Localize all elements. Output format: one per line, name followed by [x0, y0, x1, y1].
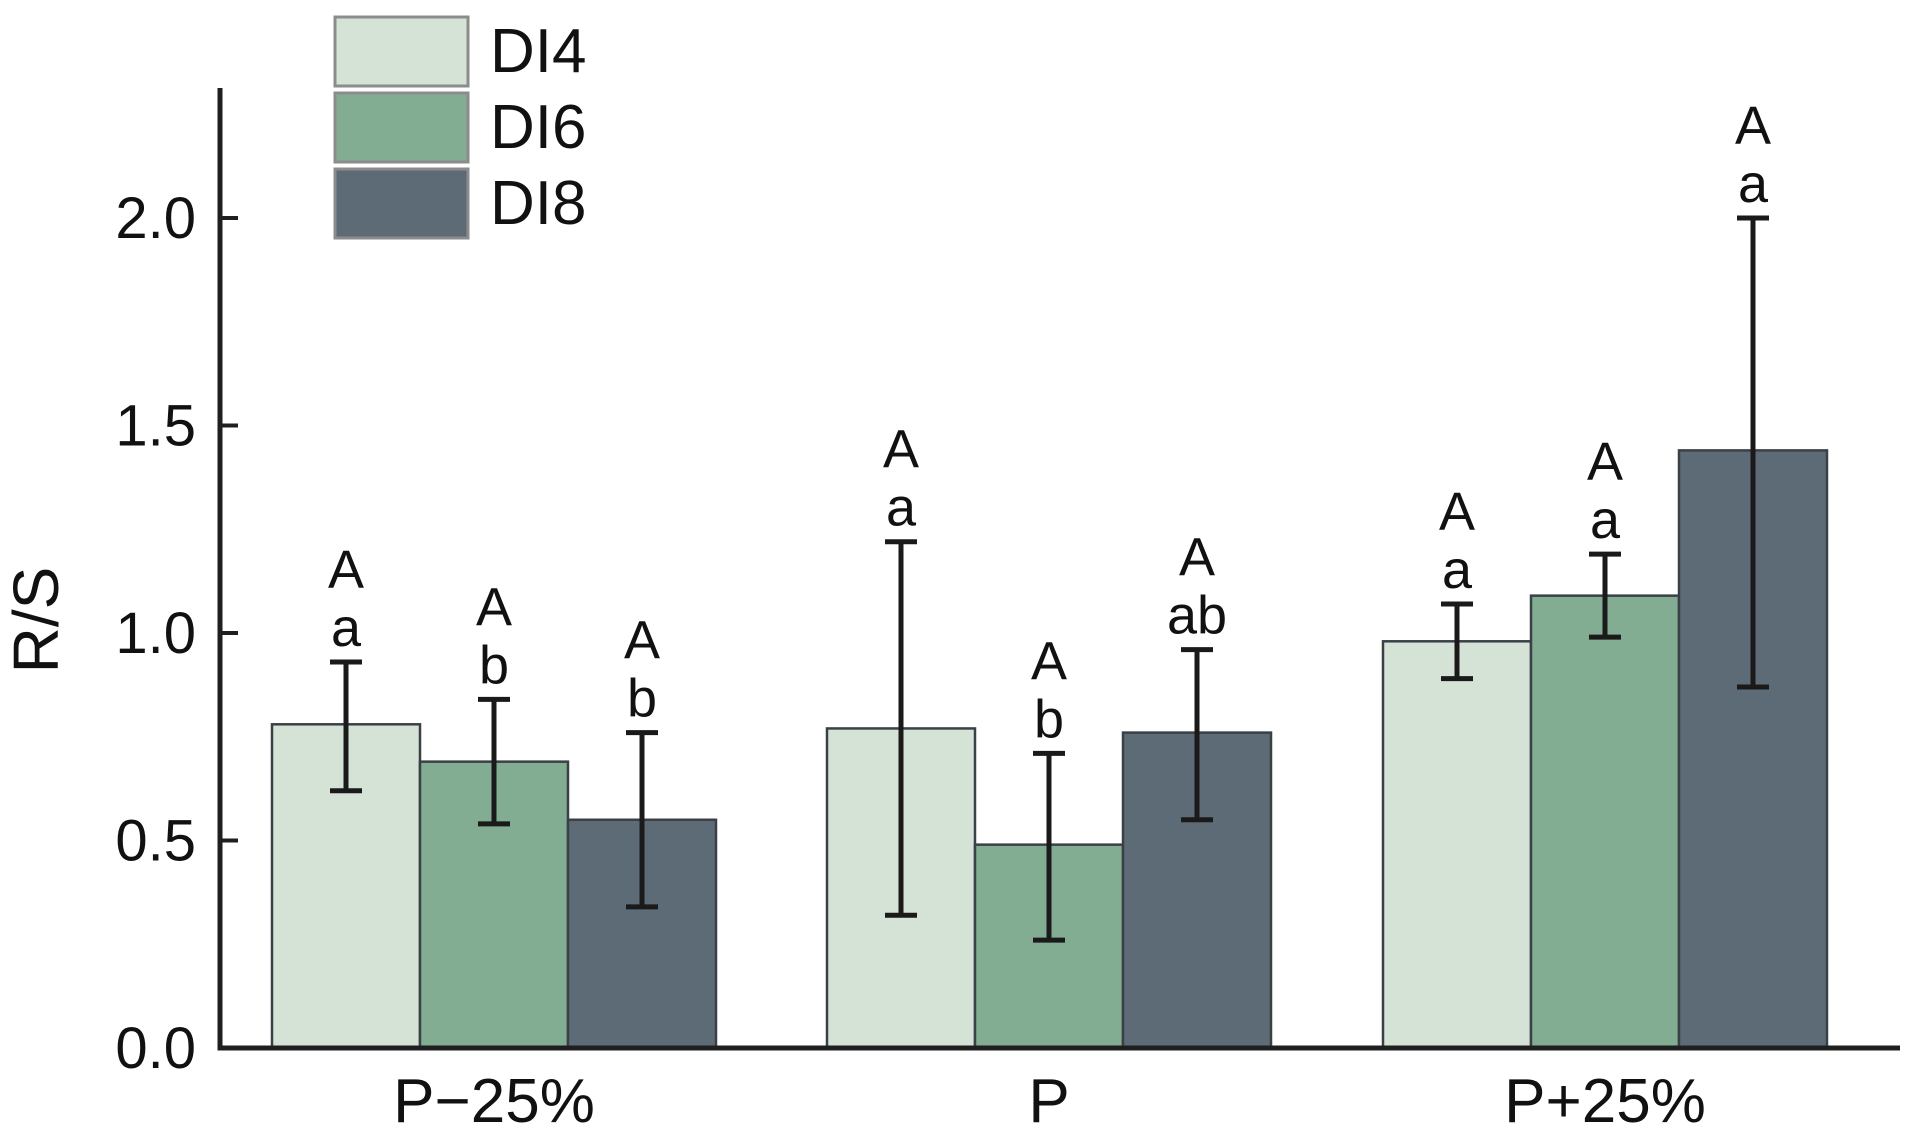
x-category-label: P+25%: [1504, 1067, 1706, 1136]
sig-letter-upper: A: [883, 420, 919, 480]
sig-letter-upper: A: [624, 611, 660, 671]
axes: 0.0 0.5 1.0 1.5 2.0 P−25% P P+25% R/S: [0, 88, 1900, 1136]
error-bar-di6-group1: [478, 696, 510, 827]
error-bar-di8-group2: [1181, 647, 1213, 823]
legend-item-di6: DI6: [333, 91, 586, 164]
y-tick-label: 1.0: [115, 601, 196, 666]
sig-letter-upper: A: [1735, 96, 1771, 156]
y-tick-label: 0.5: [115, 809, 196, 874]
y-axis-title: R/S: [0, 567, 72, 674]
error-bar-di6-group3: [1589, 551, 1621, 640]
sig-letter-lower: a: [331, 598, 362, 658]
legend-item-di4: DI4: [333, 15, 586, 88]
sig-letter-lower: a: [1738, 154, 1769, 214]
error-bar-di8-group3: [1737, 215, 1769, 690]
x-axis-category-labels: P−25% P P+25%: [393, 1067, 1706, 1136]
legend-swatch-di8: [333, 167, 470, 240]
sig-letter-upper: A: [1587, 432, 1623, 492]
sig-letter-lower: a: [1442, 540, 1473, 600]
sig-letter-lower: a: [886, 478, 917, 538]
y-tick-label: 1.5: [115, 394, 196, 459]
y-tick-label: 0.0: [115, 1016, 196, 1081]
sig-letter-upper: A: [328, 540, 364, 600]
sig-letter-upper: A: [476, 577, 512, 637]
sig-letter-lower: ab: [1167, 586, 1227, 646]
legend-label-di6: DI6: [490, 93, 586, 162]
error-bar-di6-group2: [1033, 750, 1065, 943]
sig-letter-lower: b: [479, 635, 509, 695]
x-category-label: P: [1028, 1067, 1069, 1136]
sig-letter-upper: A: [1439, 482, 1475, 542]
y-axis-ticks: [222, 216, 238, 843]
bar-di4-group3: [1381, 640, 1533, 1050]
x-category-label: P−25%: [393, 1067, 595, 1136]
sig-letter-upper: A: [1031, 631, 1067, 691]
legend-label-di8: DI8: [490, 169, 586, 238]
y-tick-label: 2.0: [115, 186, 196, 251]
error-bar-di8-group1: [626, 730, 658, 910]
legend-swatch-di4: [333, 15, 470, 88]
legend-label-di4: DI4: [490, 17, 586, 86]
sig-letter-lower: b: [627, 669, 657, 729]
error-bar-di4-group2: [885, 539, 917, 918]
legend: DI4 DI6 DI8: [333, 15, 586, 240]
legend-swatch-di6: [333, 91, 470, 164]
error-bar-di4-group3: [1441, 601, 1473, 682]
error-bar-di4-group1: [330, 659, 362, 794]
legend-item-di8: DI8: [333, 167, 586, 240]
sig-letter-lower: b: [1034, 689, 1064, 749]
sig-letter-lower: a: [1590, 490, 1621, 550]
bar-di6-group3: [1529, 594, 1681, 1050]
sig-letter-upper: A: [1179, 528, 1215, 588]
y-axis-tick-labels: 0.0 0.5 1.0 1.5 2.0: [115, 186, 196, 1081]
